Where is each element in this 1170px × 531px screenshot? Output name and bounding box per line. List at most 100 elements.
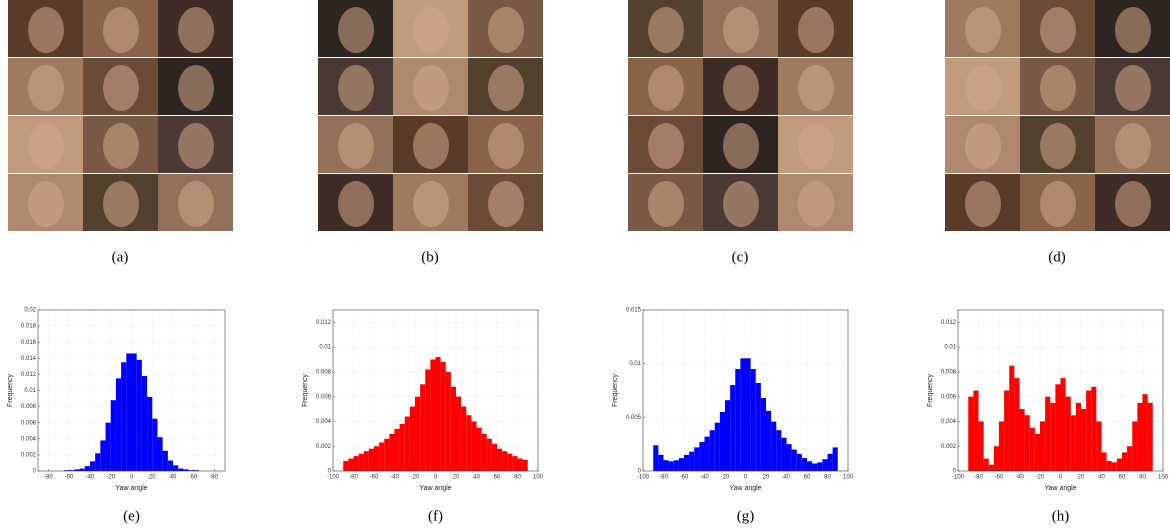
face	[488, 7, 524, 53]
histogram-bar	[694, 447, 699, 471]
histogram-bar	[989, 465, 994, 471]
histogram-bar	[1122, 452, 1127, 471]
y-axis-label: Frequency	[927, 373, 934, 407]
x-tick-label: 20	[1078, 475, 1085, 481]
histogram-bar	[817, 462, 822, 471]
y-axis-label: Frequency	[7, 373, 14, 407]
face	[965, 123, 1001, 169]
face	[798, 7, 834, 53]
histogram-bar	[518, 459, 523, 471]
histogram-bar	[679, 458, 684, 471]
histogram-bar	[1071, 415, 1076, 471]
face	[178, 65, 214, 111]
x-tick-label: 20	[763, 475, 770, 481]
histogram-bar	[147, 397, 152, 471]
histogram-bar	[95, 453, 100, 471]
histogram-bar	[477, 428, 482, 471]
histogram-bar	[1061, 378, 1066, 471]
histogram-bar	[168, 461, 173, 471]
face	[28, 7, 64, 53]
y-tick-label: 0.006	[316, 394, 332, 400]
histogram-bar	[756, 383, 761, 471]
face	[488, 123, 524, 169]
histogram-bar	[761, 398, 766, 471]
histogram-bar	[441, 362, 446, 471]
histogram-bar	[751, 369, 756, 471]
face	[1040, 181, 1076, 227]
histogram-bar	[1020, 409, 1025, 471]
histogram-bar	[116, 378, 121, 471]
y-tick-label: 0.006	[21, 420, 37, 426]
histogram-bar	[776, 430, 781, 471]
histogram-bar	[374, 446, 379, 471]
x-tick-label: -80	[659, 475, 668, 481]
y-tick-label: 0.01	[629, 361, 641, 367]
face	[798, 123, 834, 169]
histogram-bar	[400, 424, 405, 471]
histogram-bar	[461, 407, 466, 471]
histogram-bar	[405, 417, 410, 471]
histogram-bar	[502, 451, 507, 471]
x-axis-label: Yaw angle	[419, 485, 451, 492]
histogram-bar	[90, 461, 95, 471]
face	[338, 181, 374, 227]
histogram-bar	[482, 434, 487, 471]
face	[103, 7, 139, 53]
histogram-bar	[471, 421, 476, 471]
histogram-bar	[173, 465, 178, 471]
face	[1040, 65, 1076, 111]
histogram-bar	[343, 461, 348, 471]
x-tick-label: -100	[327, 475, 340, 481]
histogram-bar	[999, 421, 1004, 471]
face	[178, 181, 214, 227]
histogram-bar	[822, 459, 827, 471]
histogram-bar	[487, 439, 492, 471]
histogram-bar	[137, 360, 142, 471]
y-tick-label: 0.01	[24, 388, 36, 394]
histogram-bar	[359, 454, 364, 471]
y-tick-label: 0.008	[941, 370, 957, 376]
histogram-bar	[828, 454, 833, 471]
face	[723, 65, 759, 111]
x-tick-label: 0	[1059, 475, 1063, 481]
face	[648, 123, 684, 169]
x-tick-label: 40	[170, 475, 177, 481]
histogram-bar	[1025, 415, 1030, 471]
x-tick-label: -20	[106, 475, 115, 481]
histogram-bar	[1096, 421, 1101, 471]
x-tick-label: -80	[349, 475, 358, 481]
histogram-bar	[512, 456, 517, 471]
figure: (a)(b)(c)(d)00.0020.0040.0060.0080.010.0…	[0, 0, 1170, 531]
histogram-bar	[1132, 421, 1137, 471]
face	[28, 65, 64, 111]
y-tick-label: 0.002	[941, 444, 957, 450]
x-tick-label: 60	[494, 475, 501, 481]
photo-grid	[628, 0, 853, 231]
chart-caption: (e)	[123, 508, 140, 524]
histogram-bar	[1050, 403, 1055, 471]
histogram-bar	[1035, 434, 1040, 471]
face	[1115, 123, 1151, 169]
y-tick-label: 0.004	[316, 419, 332, 425]
histogram-bar	[740, 358, 745, 471]
histogram-bar	[507, 454, 512, 471]
y-tick-label: 0.02	[24, 308, 36, 314]
histogram-bar	[699, 442, 704, 471]
histogram-bar	[730, 385, 735, 471]
x-tick-label: 0	[744, 475, 748, 481]
histogram-bar	[85, 466, 90, 471]
x-tick-label: 80	[824, 475, 831, 481]
y-tick-label: 0.012	[941, 320, 957, 326]
histogram-bar	[425, 369, 430, 471]
x-tick-label: -20	[411, 475, 420, 481]
y-tick-label: 0.008	[21, 404, 37, 410]
face	[338, 123, 374, 169]
histogram-bar	[1127, 446, 1132, 471]
y-axis-label: Frequency	[612, 373, 619, 407]
x-tick-label: -60	[370, 475, 379, 481]
histogram-bar	[1107, 461, 1112, 471]
face	[723, 7, 759, 53]
face	[103, 123, 139, 169]
y-tick-label: 0.015	[626, 308, 642, 314]
histogram-bar	[746, 358, 751, 471]
